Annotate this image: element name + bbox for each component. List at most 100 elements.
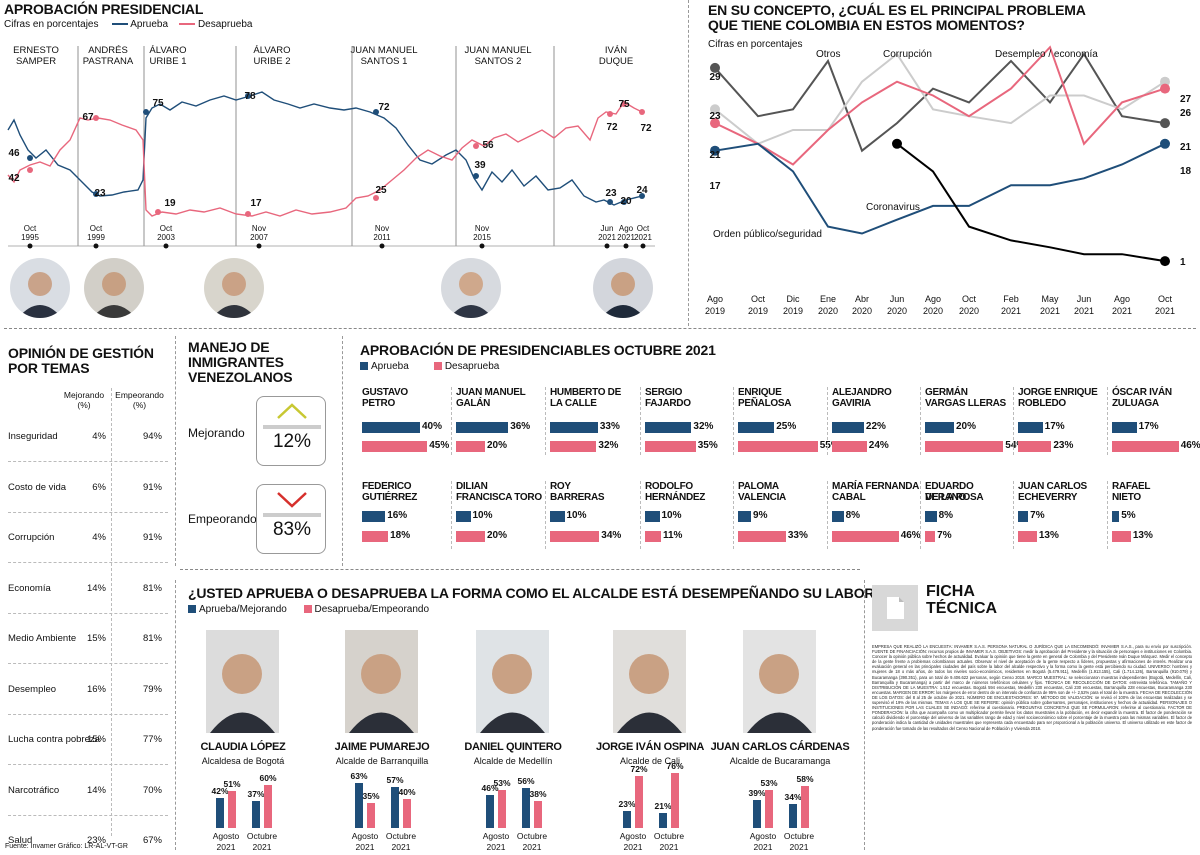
candidate-name-l2-16: ECHEVERRY xyxy=(1018,492,1078,503)
mayor-4-aug-value-1: 53% xyxy=(760,777,778,788)
presidential-title: APROBACIÓN PRESIDENCIAL xyxy=(4,1,204,17)
point-a7b xyxy=(621,199,627,205)
label-end-18: 18 xyxy=(1180,166,1192,177)
axis-month-1: Oct xyxy=(751,294,766,304)
president-name-6-l2: DUQUE xyxy=(599,56,633,67)
candidate-disapprove-bar-9 xyxy=(362,531,389,542)
cand-divider-16 xyxy=(1013,481,1014,549)
mayor-0-oct-month: Octubre xyxy=(246,831,278,841)
problem-title: EN SU CONCEPTO, ¿CUÁL ES EL PRINCIPAL PR… xyxy=(708,3,1086,33)
candidate-disapprove-value-3: 35% xyxy=(697,440,718,451)
topic-worse-1: 91% xyxy=(142,481,162,493)
candidate-approve-value-15: 8% xyxy=(938,510,954,521)
series-disapprove-line xyxy=(7,101,643,217)
label-d7a: 72 xyxy=(606,122,618,133)
label-end-26: 26 xyxy=(1180,108,1192,119)
date-year-4: 2011 xyxy=(373,233,391,242)
topics-col-divider xyxy=(111,388,112,836)
mayor-0-oct-value-0: 37% xyxy=(247,789,265,800)
mayor-3-oct-value-1: 76% xyxy=(666,761,684,772)
candidate-disapprove-bar-10 xyxy=(456,531,485,542)
row-separator-2 xyxy=(180,569,860,570)
topic-name-2: Corrupción xyxy=(8,532,55,543)
label-a7c: 24 xyxy=(636,185,648,196)
mayor-4-aug-bar-1 xyxy=(765,789,773,828)
topics-col1-l1: Mejorando xyxy=(63,390,105,400)
label-d3: 19 xyxy=(164,198,176,209)
candidate-approve-bar-9 xyxy=(362,511,386,522)
axis-month-6: Ago xyxy=(925,294,941,304)
mayor-role-0: Alcaldesa de Bogotá xyxy=(201,756,285,766)
mayor-4-aug-value-0: 39% xyxy=(748,787,766,798)
label-d6: 56 xyxy=(482,140,494,151)
candidate-approve-value-14: 8% xyxy=(845,510,861,521)
mayor-0-aug-value-0: 42% xyxy=(211,785,229,796)
axis-year-9: 2021 xyxy=(1040,306,1060,316)
date-dot-3 xyxy=(256,243,262,249)
label-a5: 72 xyxy=(378,102,390,113)
candidate-approve-value-5: 22% xyxy=(865,421,886,432)
candidate-name-l2-12: HERNÁNDEZ xyxy=(645,492,706,503)
topic-better-6: 15% xyxy=(86,734,106,745)
mayor-role-1: Alcalde de Barranquilla xyxy=(335,756,429,766)
photo-samper xyxy=(10,258,70,318)
candidate-15: EDUARDO VERANO DE LA ROSA 8% 7% xyxy=(925,481,1013,551)
mayor-0-aug-bar-0 xyxy=(216,797,224,828)
candidate-approve-value-3: 32% xyxy=(693,421,714,432)
cand-divider-10 xyxy=(451,481,452,549)
point-a7a xyxy=(607,199,613,205)
point-d7c xyxy=(639,109,645,115)
separator-topics-2 xyxy=(175,580,176,850)
candidate-approve-bar-8 xyxy=(1112,422,1137,433)
candidate-name-l2-2: LA CALLE xyxy=(550,398,597,409)
legend-disapprove-label: Desaprueba xyxy=(197,19,253,30)
mayor-4-aug-year: 2021 xyxy=(753,842,773,852)
topic-row-7: Narcotráfico 14% 70% xyxy=(8,766,168,816)
point-d4 xyxy=(245,211,251,217)
topic-row-4: Medio Ambiente 15% 81% xyxy=(8,614,168,664)
candidate-approve-bar-0 xyxy=(362,422,420,433)
candidate-disapprove-value-12: 11% xyxy=(662,530,683,541)
topic-row-2: Corrupción 4% 91% xyxy=(8,513,168,563)
candidate-approve-bar-16 xyxy=(1018,511,1029,522)
problem-chart: 29 23 21 17 27 26 21 18 1 Otros Corrupción Desemple… xyxy=(705,45,1192,316)
mayor-2-aug-bar-0 xyxy=(486,794,494,828)
axis-month-11: Ago xyxy=(1114,294,1130,304)
label-d7c: 72 xyxy=(640,123,652,134)
axis-month-4: Abr xyxy=(855,294,869,304)
candidate-13: PALOMA VALENCIA 9% 33% xyxy=(738,481,826,551)
candidate-16: JUAN CARLOS ECHEVERRY 7% 13% xyxy=(1018,481,1106,551)
candidate-approve-value-0: 40% xyxy=(422,421,443,432)
series-otros xyxy=(714,52,1166,153)
mayor-2-oct-month: Octubre xyxy=(516,831,548,841)
mayor-name-2: DANIEL QUINTERO xyxy=(464,741,562,753)
mayor-legend-approve: Aprueba/Mejorando xyxy=(199,604,287,615)
candidate-6: GERMÁN VARGAS LLERAS 20% 54% xyxy=(925,387,1025,457)
problem-title-l2: QUE TIENE COLOMBIA EN ESTOS MOMENTOS? xyxy=(708,17,1025,33)
candidate-approve-bar-15 xyxy=(925,511,937,522)
date-dot-7 xyxy=(623,243,629,249)
start-dot-corrupcion xyxy=(710,104,720,115)
start-dot-desempleo xyxy=(710,118,720,129)
topics-col2-l2: (%) xyxy=(132,400,147,410)
axis-year-3: 2020 xyxy=(818,306,838,316)
series-corona xyxy=(896,143,1166,263)
president-name-1-l2: PASTRANA xyxy=(83,56,134,67)
mayor-1-aug-value-0: 63% xyxy=(350,770,368,781)
candidate-disapprove-value-0: 45% xyxy=(429,440,450,451)
topic-row-5: Desempleo 16% 79% xyxy=(8,665,168,715)
topic-better-4: 15% xyxy=(86,633,106,644)
candidate-approve-value-1: 36% xyxy=(510,421,531,432)
start-dot-orden xyxy=(710,145,720,156)
topic-name-6: Lucha contra pobreza xyxy=(8,734,100,745)
candidate-approve-bar-4 xyxy=(738,422,775,433)
candidate-name-l1-12: RODOLFO xyxy=(645,481,693,492)
migrants-title-l1: MANEJO DE xyxy=(188,339,270,355)
candidate-approve-bar-14 xyxy=(832,511,844,522)
candidate-disapprove-value-9: 18% xyxy=(390,530,411,541)
mayor-1-aug-bar-1 xyxy=(367,802,375,828)
candidate-2: HUMBERTO DE LA CALLE 33% 32% xyxy=(550,387,638,457)
cand-legend-approve-swatch xyxy=(360,362,368,371)
date-month-0: Oct xyxy=(24,224,37,233)
candidate-approve-bar-17 xyxy=(1112,511,1120,522)
